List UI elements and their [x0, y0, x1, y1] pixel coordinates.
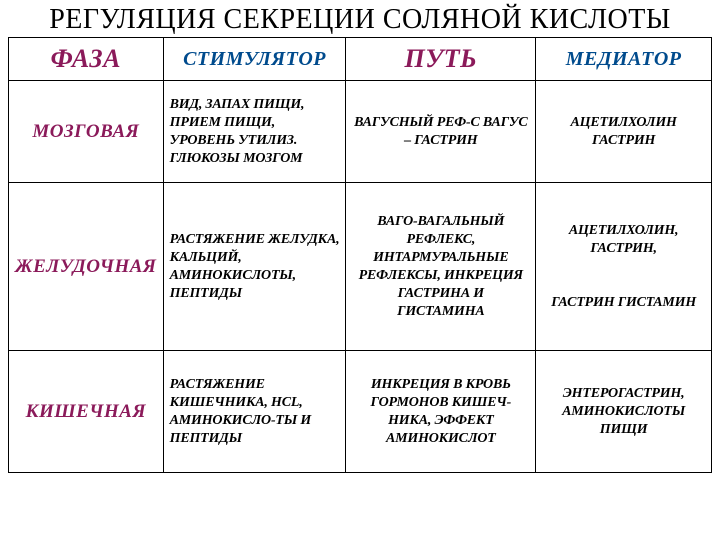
col-header-stimulator: СТИМУЛЯТОР [163, 38, 346, 81]
col-header-phase: ФАЗА [9, 38, 164, 81]
phase-intestinal: КИШЕЧНАЯ [9, 351, 164, 473]
cell-intest-stim: РАСТЯЖЕНИЕ КИШЕЧНИКА, HCL, АМИНОКИСЛО-ТЫ… [163, 351, 346, 473]
cell-brain-stim: ВИД, ЗАПАХ ПИЩИ, ПРИЕМ ПИЩИ, УРОВЕНЬ УТИ… [163, 81, 346, 183]
table-header-row: ФАЗА СТИМУЛЯТОР ПУТЬ МЕДИАТОР [9, 38, 712, 81]
col-header-mediator: МЕДИАТОР [536, 38, 712, 81]
cell-brain-med: АЦЕТИЛХОЛИН ГАСТРИН [536, 81, 712, 183]
col-header-path: ПУТЬ [346, 38, 536, 81]
cell-brain-path: ВАГУСНЫЙ РЕФ-С ВАГУС – ГАСТРИН [346, 81, 536, 183]
cell-intest-path: ИНКРЕЦИЯ В КРОВЬ ГОРМОНОВ КИШЕЧ-НИКА, ЭФ… [346, 351, 536, 473]
table-row: МОЗГОВАЯ ВИД, ЗАПАХ ПИЩИ, ПРИЕМ ПИЩИ, УР… [9, 81, 712, 183]
cell-gastric-path: ВАГО-ВАГАЛЬНЫЙ РЕФЛЕКС, ИНТАРМУРАЛЬНЫЕ Р… [346, 183, 536, 351]
cell-gastric-med: АЦЕТИЛХОЛИН, ГАСТРИН,ГАСТРИН ГИСТАМИН [536, 183, 712, 351]
slide: РЕГУЛЯЦИЯ СЕКРЕЦИИ СОЛЯНОЙ КИСЛОТЫ ФАЗА … [0, 0, 720, 540]
regulation-table: ФАЗА СТИМУЛЯТОР ПУТЬ МЕДИАТОР МОЗГОВАЯ В… [8, 37, 712, 473]
page-title: РЕГУЛЯЦИЯ СЕКРЕЦИИ СОЛЯНОЙ КИСЛОТЫ [8, 4, 712, 35]
table-row: КИШЕЧНАЯ РАСТЯЖЕНИЕ КИШЕЧНИКА, HCL, АМИН… [9, 351, 712, 473]
phase-gastric: ЖЕЛУДОЧНАЯ [9, 183, 164, 351]
phase-brain: МОЗГОВАЯ [9, 81, 164, 183]
table-row: ЖЕЛУДОЧНАЯ РАСТЯЖЕНИЕ ЖЕЛУДКА, КАЛЬЦИЙ, … [9, 183, 712, 351]
cell-gastric-stim: РАСТЯЖЕНИЕ ЖЕЛУДКА, КАЛЬЦИЙ, АМИНОКИСЛОТ… [163, 183, 346, 351]
cell-intest-med: ЭНТЕРОГАСТРИН, АМИНОКИСЛОТЫ ПИЩИ [536, 351, 712, 473]
